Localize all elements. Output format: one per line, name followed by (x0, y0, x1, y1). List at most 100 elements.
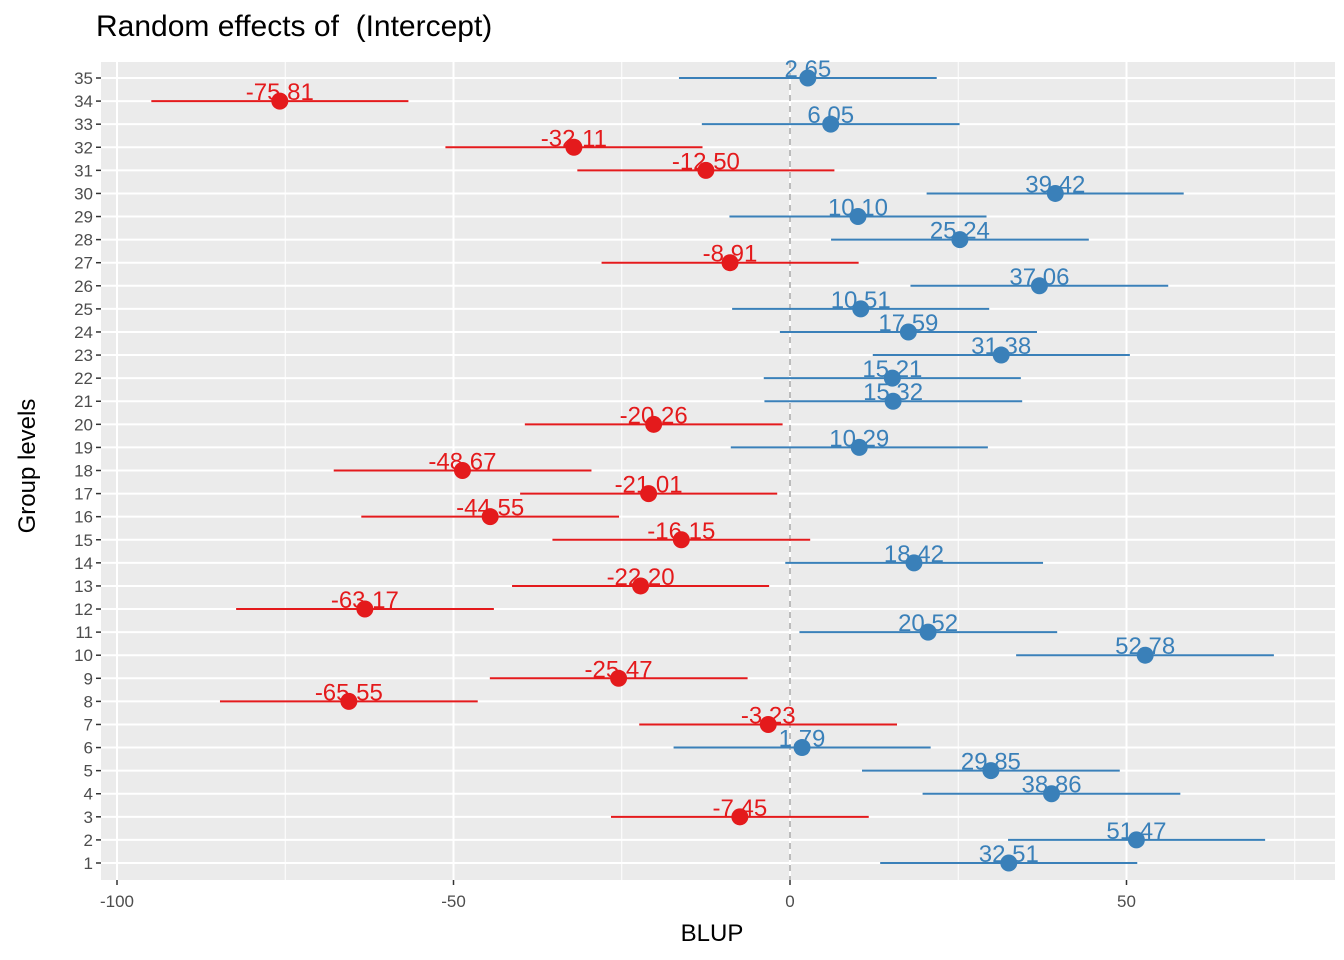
y-tick-label: 21 (74, 392, 93, 411)
x-tick-label: -100 (100, 892, 134, 911)
blup-point (453, 462, 471, 479)
blup-point (1030, 277, 1048, 295)
y-tick-label: 34 (74, 92, 93, 111)
blup-point (1136, 646, 1154, 664)
blup-point (849, 208, 867, 226)
y-tick-label: 6 (84, 739, 93, 758)
y-tick-label: 17 (74, 485, 93, 504)
blup-data-label: 10.10 (828, 195, 888, 222)
blup-point (610, 669, 628, 687)
y-tick-label: 1 (84, 854, 93, 873)
y-tick-label: 5 (84, 762, 93, 781)
blup-data-label: 18.42 (884, 541, 944, 568)
blup-point (852, 300, 870, 318)
blup-data-label: 31.38 (971, 333, 1031, 360)
y-tick-label: 33 (74, 115, 93, 134)
blup-data-label: 37.06 (1009, 264, 1069, 291)
blup-point (697, 161, 715, 179)
y-tick-label: 8 (84, 692, 93, 711)
y-tick-label: 28 (74, 231, 93, 250)
blup-point (899, 323, 917, 341)
y-tick-label: 27 (74, 254, 93, 273)
y-tick-label: 23 (74, 346, 93, 365)
blup-point (1046, 184, 1064, 202)
y-tick-label: 3 (84, 808, 93, 827)
blup-point (951, 231, 969, 249)
blup-point (340, 692, 358, 710)
y-tick-label: 31 (74, 161, 93, 180)
blup-point (632, 577, 650, 595)
blup-data-label: -22.20 (607, 564, 675, 591)
x-axis: -100 -50 0 50 (100, 880, 1136, 911)
blup-data-label: 1.79 (779, 726, 826, 753)
blup-point (883, 369, 901, 387)
y-tick-label: 10 (74, 646, 93, 665)
y-tick-label: 19 (74, 438, 93, 457)
blup-point (919, 623, 937, 641)
blup-point (759, 715, 777, 733)
blup-data-label: -32.11 (541, 125, 607, 152)
blup-data-label: 32.51 (979, 841, 1039, 868)
y-tick-label: 20 (74, 415, 93, 434)
blup-data-label: -65.55 (315, 679, 383, 706)
blup-data-label: 52.78 (1115, 633, 1175, 660)
x-tick-label: -50 (441, 892, 466, 911)
blup-point (565, 138, 583, 156)
y-tick-label: 9 (84, 669, 93, 688)
y-tick-label: 12 (74, 600, 93, 619)
blup-data-label: 20.52 (898, 610, 958, 637)
y-axis: 1234567891011121314151617181920212223242… (74, 69, 101, 873)
blup-data-label: -21.01 (615, 472, 683, 499)
x-tick-label: 50 (1117, 892, 1136, 911)
y-tick-label: 26 (74, 277, 93, 296)
blup-point (271, 92, 289, 110)
blup-data-label: 15.21 (862, 356, 922, 383)
blup-data-label: 17.59 (878, 310, 938, 337)
chart-title: Random effects of (Intercept) (96, 10, 493, 43)
y-tick-label: 22 (74, 369, 93, 388)
blup-data-label: -63.17 (331, 587, 399, 614)
blup-point (1127, 831, 1145, 849)
x-axis-label: BLUP (680, 920, 744, 947)
blup-data-label: -16.15 (647, 518, 715, 545)
blup-point (793, 739, 811, 757)
blup-data-label: -8.91 (703, 241, 758, 268)
y-tick-label: 32 (74, 138, 93, 157)
y-tick-label: 7 (84, 715, 93, 734)
y-tick-label: 16 (74, 508, 93, 527)
blup-data-label: 6.05 (807, 102, 854, 129)
blup-point (884, 392, 902, 410)
grid-major (101, 62, 1335, 880)
x-tick-label: 0 (785, 892, 794, 911)
blup-point (731, 808, 749, 826)
blup-data-label: 2.65 (784, 56, 831, 83)
blup-data-label: 10.29 (829, 425, 889, 452)
blup-point (822, 115, 840, 133)
y-tick-label: 29 (74, 208, 93, 227)
y-tick-label: 15 (74, 531, 93, 550)
blup-point (672, 531, 690, 549)
y-tick-label: 35 (74, 69, 93, 88)
y-tick-label: 30 (74, 184, 93, 203)
blup-point (905, 554, 923, 572)
blup-point (721, 254, 739, 272)
blup-data-label: -48.67 (428, 449, 496, 476)
blup-data-label: -25.47 (585, 656, 653, 683)
y-tick-label: 4 (84, 785, 93, 804)
y-axis-label: Group levels (14, 398, 41, 534)
blup-data-label: -12.50 (672, 148, 740, 175)
y-tick-label: 18 (74, 462, 93, 481)
blup-point (356, 600, 374, 618)
blup-data-label: -44.55 (456, 495, 524, 522)
blup-data-label: 38.86 (1021, 772, 1081, 799)
blup-data-label: 29.85 (961, 749, 1021, 776)
blup-data-label: 10.51 (831, 287, 891, 314)
y-tick-label: 25 (74, 300, 93, 319)
blup-point (481, 508, 499, 526)
blup-point (992, 346, 1010, 364)
blup-data-label: 51.47 (1106, 818, 1166, 845)
blup-data-label: -20.26 (620, 402, 688, 429)
blup-data-label: 25.24 (930, 218, 990, 245)
